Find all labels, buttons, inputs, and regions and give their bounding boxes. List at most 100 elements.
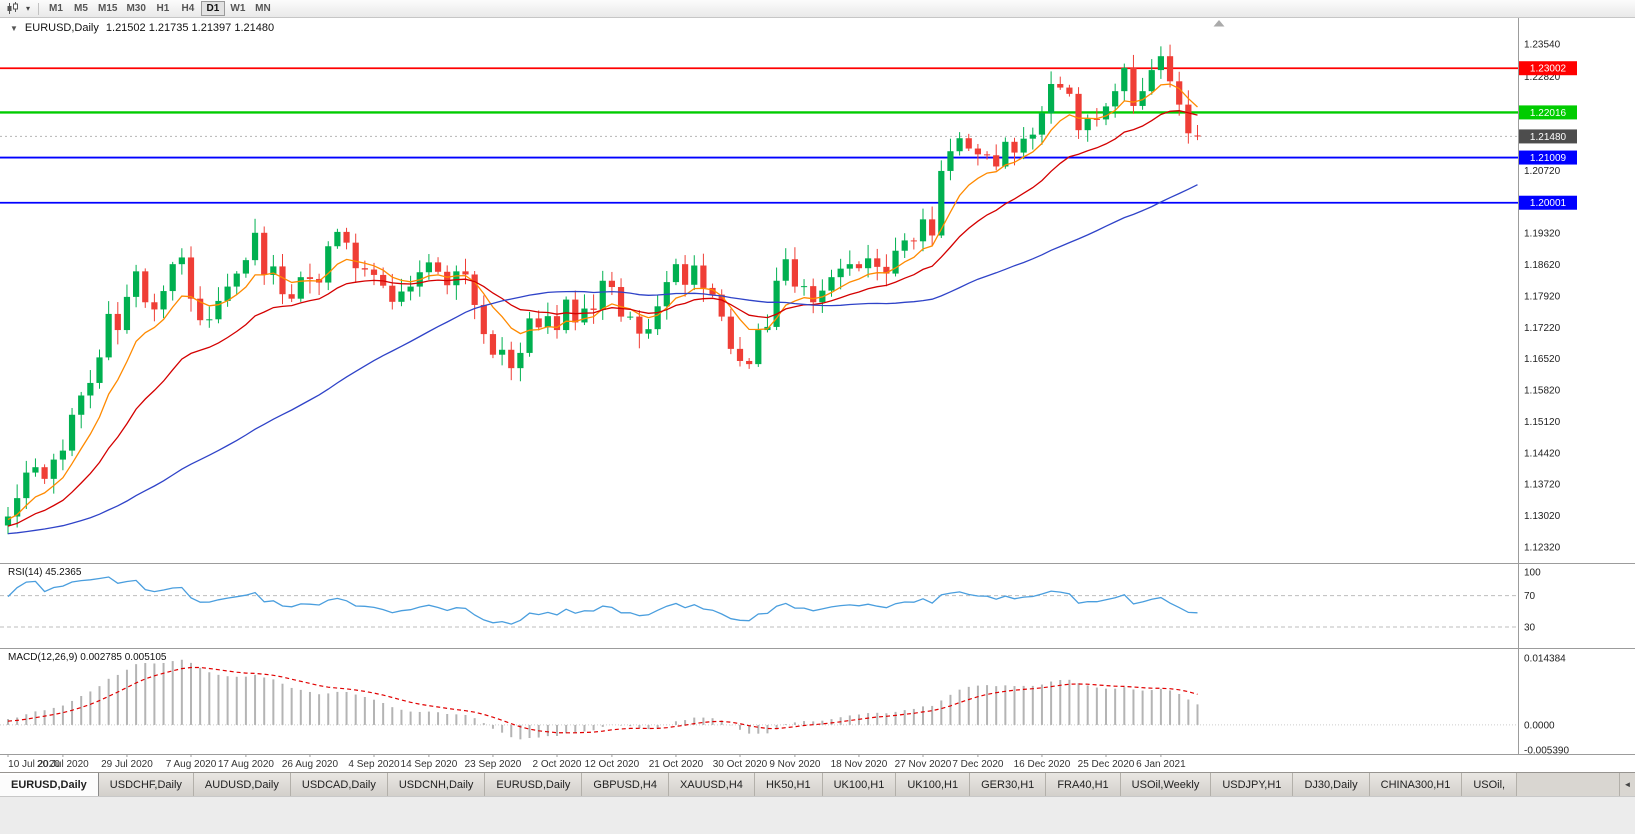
chart-tab-uk100-h1[interactable]: UK100,H1 [822, 773, 897, 796]
timeframe-button-m30[interactable]: M30 [126, 3, 146, 14]
svg-text:1.20001: 1.20001 [1530, 198, 1567, 209]
price-axis-labels: 1.23540 1.22820 1.20720 1.19320 1.18620 1.179… [1524, 40, 1561, 554]
svg-text:21 Oct 2020: 21 Oct 2020 [649, 759, 704, 770]
chart-tab-uk100-h1[interactable]: UK100,H1 [896, 773, 971, 796]
svg-text:1.13020: 1.13020 [1524, 511, 1561, 522]
svg-text:4 Sep 2020: 4 Sep 2020 [348, 759, 400, 770]
chart-tabs-group: EURUSD,Daily USDCHF,Daily AUDUSD,Daily USDC… [0, 773, 1518, 796]
svg-text:1.19320: 1.19320 [1524, 229, 1561, 240]
svg-text:7 Aug 2020: 7 Aug 2020 [166, 759, 217, 770]
status-bar [0, 796, 1635, 834]
svg-text:2 Oct 2020: 2 Oct 2020 [533, 759, 582, 770]
timeframe-button-m15[interactable]: M15 [98, 3, 118, 14]
svg-text:1.23002: 1.23002 [1530, 64, 1567, 75]
chart-background [0, 18, 1635, 772]
price-badge: 1.21009 [1519, 150, 1577, 165]
chart-tab-usdcad-daily[interactable]: USDCAD,Daily [290, 773, 388, 796]
svg-text:10 Jul 2020: 10 Jul 2020 [8, 759, 60, 770]
chart-tab-usoil[interactable]: USOil, [1462, 773, 1518, 796]
ma-slow-line [7, 184, 1198, 535]
timeframe-button-mn[interactable]: MN [255, 3, 271, 14]
candles-layer [4, 44, 1201, 535]
chart-tab-hk50-h1[interactable]: HK50,H1 [754, 773, 823, 796]
chart-tab-usdcnh-daily[interactable]: USDCNH,Daily [387, 773, 486, 796]
chart-tab-fra40-h1[interactable]: FRA40,H1 [1046, 773, 1121, 796]
svg-text:26 Aug 2020: 26 Aug 2020 [282, 759, 339, 770]
chart-tab-usoil-weekly[interactable]: USOil,Weekly [1120, 773, 1212, 796]
svg-text:1.21009: 1.21009 [1530, 153, 1567, 164]
toolbar-separator [38, 2, 39, 15]
ma-fast-line [7, 83, 1198, 521]
macd-indicator-label: MACD(12,26,9) 0.002785 0.005105 [8, 652, 167, 663]
svg-text:0.0000: 0.0000 [1524, 720, 1555, 731]
timeframe-toolbar: ▾ M1 M5 M15 M30 H1 H4 D1 W1 MN [0, 0, 1635, 18]
rsi-line [7, 576, 1198, 625]
timeframe-button-m1[interactable]: M1 [49, 3, 63, 14]
svg-text:1.15820: 1.15820 [1524, 386, 1561, 397]
svg-text:1.15120: 1.15120 [1524, 417, 1561, 428]
chart-window: 1.23540 1.22820 1.20720 1.19320 1.18620 1.179… [0, 18, 1635, 772]
timeframe-button-m5[interactable]: M5 [74, 3, 88, 14]
svg-text:17 Aug 2020: 17 Aug 2020 [218, 759, 275, 770]
svg-text:18 Nov 2020: 18 Nov 2020 [831, 759, 888, 770]
svg-text:29 Jul 2020: 29 Jul 2020 [101, 759, 153, 770]
svg-text:1.20720: 1.20720 [1524, 166, 1561, 177]
tab-scroll-left-icon[interactable]: ◄ [1619, 773, 1635, 796]
timeframe-button-h1[interactable]: H1 [156, 3, 170, 14]
svg-text:1.17920: 1.17920 [1524, 291, 1561, 302]
chart-tab-gbpusd-h4[interactable]: GBPUSD,H4 [582, 773, 669, 796]
svg-text:12 Oct 2020: 12 Oct 2020 [585, 759, 640, 770]
chart-tab-usdjpy-h1[interactable]: USDJPY,H1 [1211, 773, 1294, 796]
one-click-panel-arrow-icon[interactable]: ▼ [10, 23, 18, 33]
svg-text:30 Oct 2020: 30 Oct 2020 [713, 759, 768, 770]
svg-text:1.21480: 1.21480 [1530, 132, 1567, 143]
macd-axis-labels: 0.014384 0.0000 -0.005390 [1524, 654, 1569, 757]
svg-text:14 Sep 2020: 14 Sep 2020 [401, 759, 458, 770]
svg-text:7 Dec 2020: 7 Dec 2020 [952, 759, 1004, 770]
timeframe-buttons-group: M1 M5 M15 M30 H1 H4 D1 W1 MN [44, 1, 275, 16]
price-badge: 1.21480 [1519, 129, 1577, 144]
svg-text:70: 70 [1524, 591, 1536, 602]
svg-text:25 Dec 2020: 25 Dec 2020 [1078, 759, 1135, 770]
chart-tab-xauusd-h4[interactable]: XAUUSD,H4 [668, 773, 755, 796]
chart-type-icon[interactable] [4, 1, 22, 16]
chart-shift-marker-icon [1213, 20, 1225, 27]
svg-text:27 Nov 2020: 27 Nov 2020 [895, 759, 952, 770]
price-badge: 1.22016 [1519, 105, 1577, 120]
svg-text:30: 30 [1524, 623, 1536, 634]
chart-canvas[interactable]: 1.23540 1.22820 1.20720 1.19320 1.18620 1.179… [0, 18, 1635, 772]
rsi-axis-labels: 100 70 30 [1524, 568, 1541, 634]
chart-tab-ger30-h1[interactable]: GER30,H1 [970, 773, 1047, 796]
svg-text:1.18620: 1.18620 [1524, 260, 1561, 271]
svg-text:1.22820: 1.22820 [1524, 72, 1561, 83]
rsi-indicator-label: RSI(14) 45.2365 [8, 567, 82, 578]
svg-text:100: 100 [1524, 568, 1541, 579]
svg-text:9 Nov 2020: 9 Nov 2020 [769, 759, 821, 770]
svg-text:1.22016: 1.22016 [1530, 108, 1567, 119]
macd-signal-line [7, 666, 1198, 734]
timeframe-button-h4[interactable]: H4 [181, 3, 195, 14]
svg-text:1.23540: 1.23540 [1524, 40, 1561, 51]
chart-tab-eurusd-daily[interactable]: EURUSD,Daily [0, 773, 99, 796]
chart-tab-usdchf-daily[interactable]: USDCHF,Daily [98, 773, 194, 796]
timeframe-button-w1[interactable]: W1 [230, 3, 246, 14]
chart-tab-eurusd-daily[interactable]: EURUSD,Daily [485, 773, 583, 796]
chart-tab-audusd-daily[interactable]: AUDUSD,Daily [193, 773, 291, 796]
svg-text:1.14420: 1.14420 [1524, 448, 1561, 459]
chart-tab-dj30-daily[interactable]: DJ30,Daily [1293, 773, 1370, 796]
ma-mid-line [7, 110, 1198, 527]
timeframe-button-d1[interactable]: D1 [200, 1, 225, 16]
mini-candlestick-icon [7, 2, 18, 14]
svg-text:20 Jul 2020: 20 Jul 2020 [37, 759, 89, 770]
chart-tab-china300-h1[interactable]: CHINA300,H1 [1369, 773, 1463, 796]
svg-text:1.13720: 1.13720 [1524, 480, 1561, 491]
svg-text:0.014384: 0.014384 [1524, 654, 1566, 665]
horizontal-levels [0, 67, 1518, 204]
price-badge: 1.20001 [1519, 195, 1577, 210]
svg-text:1.12320: 1.12320 [1524, 542, 1561, 553]
svg-text:1.16520: 1.16520 [1524, 354, 1561, 365]
chart-type-dropdown-caret-icon[interactable]: ▾ [25, 4, 30, 13]
price-badge: 1.23002 [1519, 61, 1577, 76]
